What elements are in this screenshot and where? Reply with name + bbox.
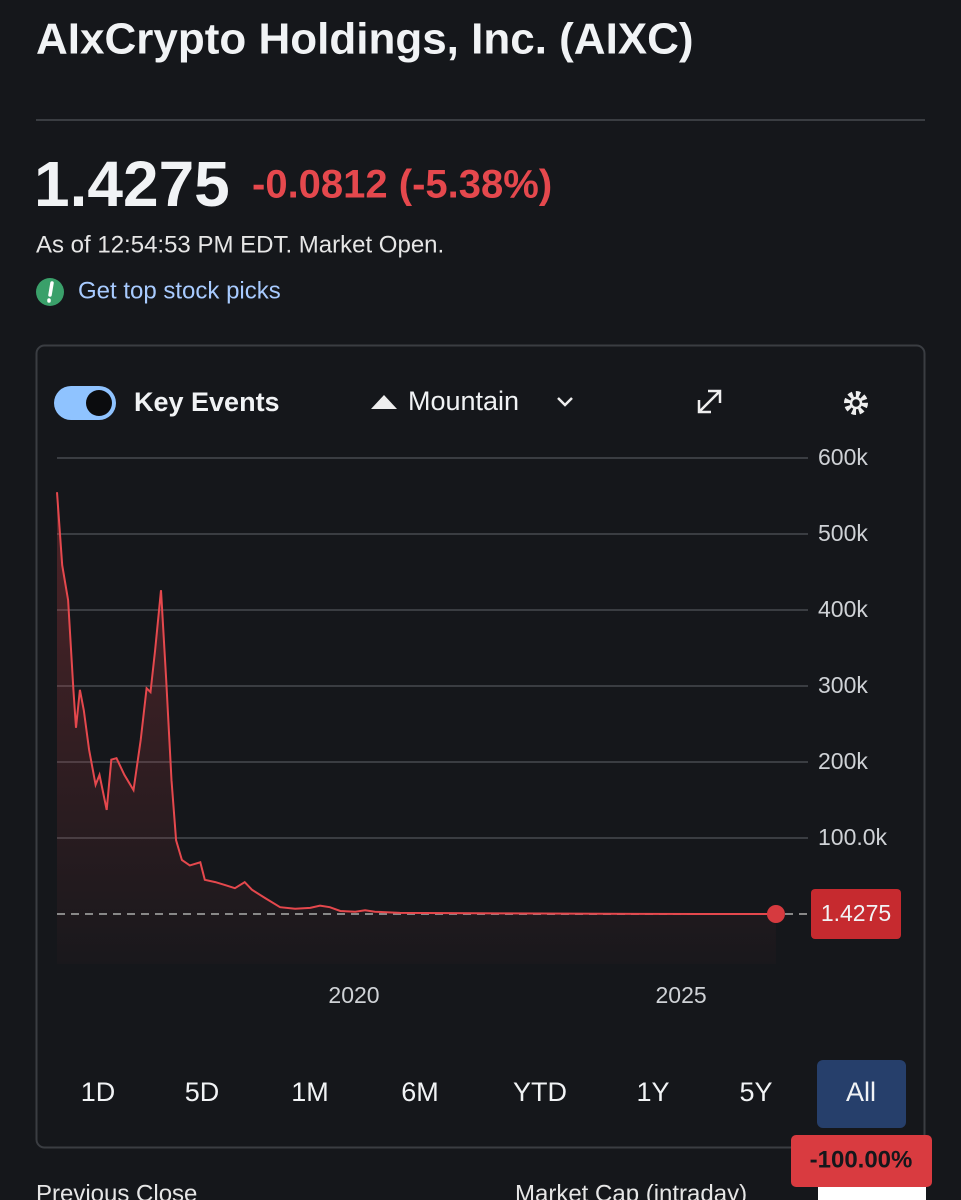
range-button[interactable]: YTD xyxy=(513,1077,567,1107)
chart-card xyxy=(35,344,926,1149)
price: 1.4275 xyxy=(34,148,230,220)
range-button[interactable]: 1M xyxy=(291,1077,329,1107)
stat-label: Previous Close xyxy=(36,1180,197,1200)
range-button[interactable]: 1D xyxy=(81,1077,116,1107)
page-title: AIxCrypto Holdings, Inc. (AIXC) xyxy=(36,15,694,64)
y-tick-label: 200k xyxy=(818,748,868,774)
promo-link[interactable]: Get top stock picks xyxy=(78,277,281,304)
settings-hub xyxy=(849,396,863,410)
toggle-knob xyxy=(86,390,112,416)
performance-badge xyxy=(791,1135,932,1187)
expand-button[interactable] xyxy=(697,389,722,414)
range-button[interactable]: All xyxy=(846,1077,876,1107)
range-active xyxy=(817,1060,906,1128)
price-badge xyxy=(811,888,901,939)
chart: 100.0k 200k 300k 400k 500k 600k 2020 2025 1.4275 xyxy=(56,444,901,1008)
range-button[interactable]: 1Y xyxy=(636,1077,669,1107)
as-of: As of 12:54:53 PM EDT. Market Open. xyxy=(36,231,444,258)
performance-label: -100.00% xyxy=(810,1146,913,1173)
range-button[interactable]: 5Y xyxy=(739,1077,772,1107)
y-tick-label: 400k xyxy=(818,596,868,622)
x-tick-label: 2025 xyxy=(656,982,707,1008)
range-button[interactable]: 5D xyxy=(185,1077,220,1107)
y-tick-label: 100.0k xyxy=(818,824,888,850)
y-tick-label: 500k xyxy=(818,520,868,546)
settings-button[interactable] xyxy=(844,391,868,415)
key-events-label[interactable]: Key Events xyxy=(134,387,280,417)
last-point xyxy=(766,904,785,923)
area xyxy=(57,492,776,964)
dropdown-chevron xyxy=(557,397,573,407)
mountain-icon xyxy=(371,395,397,409)
stat-label: Market Cap (intraday) xyxy=(515,1180,747,1200)
range-button[interactable]: 6M xyxy=(401,1077,439,1107)
x-tick-label: 2020 xyxy=(328,982,379,1008)
y-tick-label: 300k xyxy=(818,672,868,698)
price-badge-label: 1.4275 xyxy=(821,900,891,926)
chart-style[interactable]: Mountain xyxy=(408,386,519,416)
price-line xyxy=(56,492,776,915)
price-change: -0.0812 (-5.38%) xyxy=(252,163,552,207)
promo-icon-mark xyxy=(47,281,54,303)
y-tick-label: 600k xyxy=(818,444,868,470)
